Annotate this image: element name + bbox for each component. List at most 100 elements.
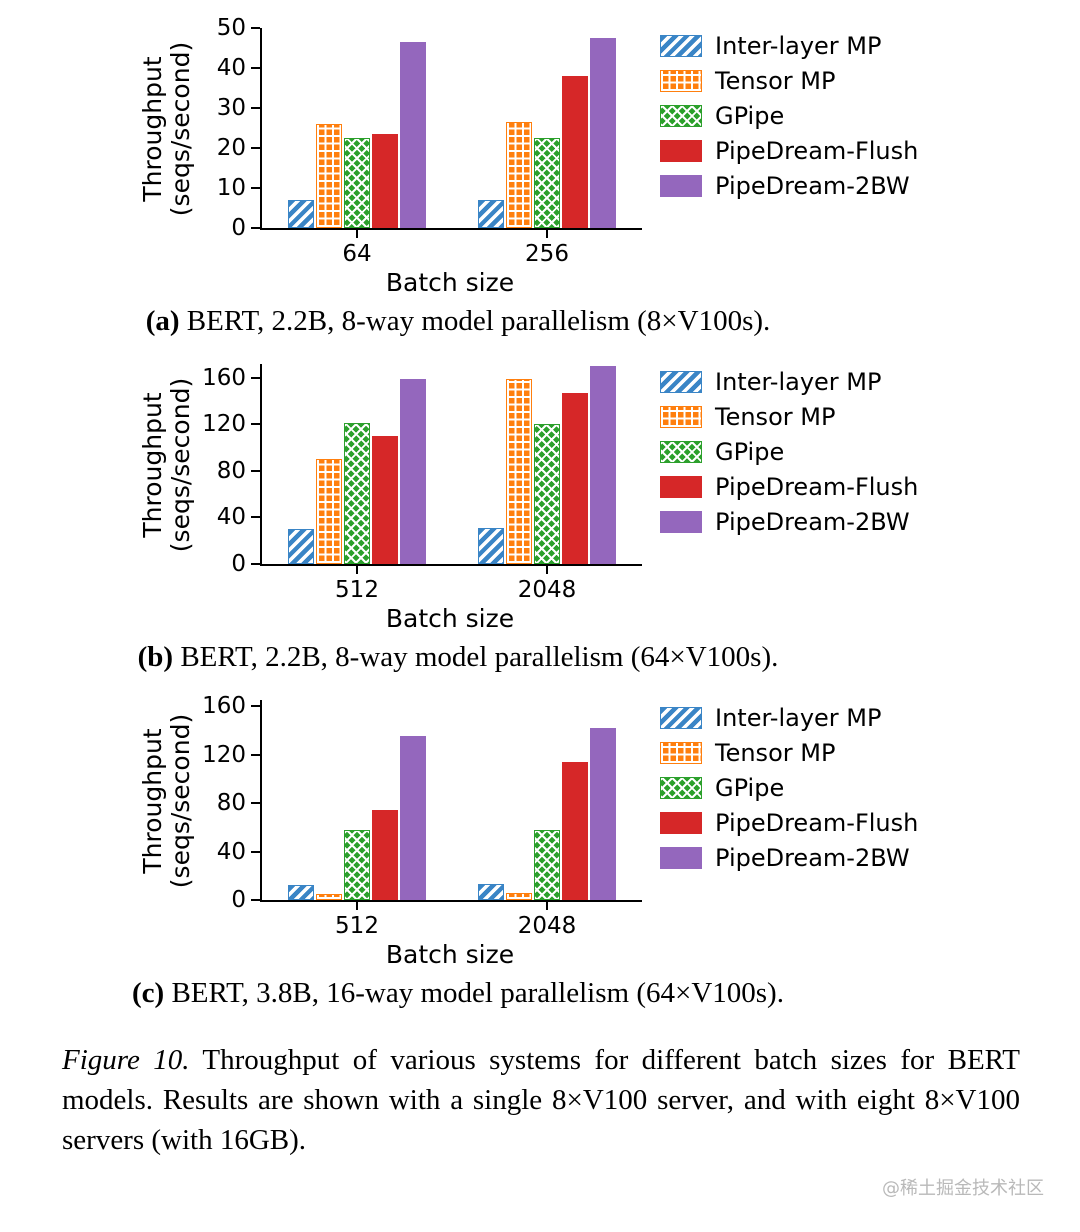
bar-pipedream-2bw <box>590 38 616 228</box>
chart-panel-b: Throughput (seqs/second) 0 40 80 120 160 512… <box>128 364 1080 674</box>
legend-item: PipeDream-Flush <box>660 137 919 165</box>
bar-pipedream-2bw <box>400 379 426 564</box>
legend-label: PipeDream-Flush <box>715 137 919 165</box>
y-axis-label-text: Throughput (seqs/second) <box>138 41 195 217</box>
legend-label: PipeDream-2BW <box>715 172 910 200</box>
bar-group <box>452 366 642 564</box>
bar-pipedream-flush <box>562 761 588 900</box>
legend-swatch <box>660 511 702 533</box>
legend-label: Tensor MP <box>715 739 836 767</box>
legend-swatch <box>660 406 702 428</box>
y-tick-label: 120 <box>202 411 246 438</box>
legend-swatch <box>660 847 702 869</box>
legend-item: Tensor MP <box>660 403 918 431</box>
watermark: @稀土掘金技术社区 <box>882 1178 1044 1199</box>
legend: Inter-layer MP Tensor MP GPipe PipeDream-Fl… <box>660 700 918 902</box>
legend-item: PipeDream-2BW <box>660 844 918 872</box>
legend-item: PipeDream-2BW <box>660 508 918 536</box>
chart-subtitle-index: (c) <box>132 977 165 1009</box>
chart-subtitle-b: (b) BERT, 2.2B, 8-way model parallelism … <box>128 641 788 674</box>
legend-label: PipeDream-Flush <box>715 809 919 837</box>
y-tick-label: 160 <box>202 693 246 720</box>
y-tick-label: 0 <box>231 215 246 241</box>
legend-swatch <box>660 707 702 729</box>
chart-subtitle-text: BERT, 2.2B, 8-way model parallelism (64×… <box>173 641 779 673</box>
legend-label: PipeDream-Flush <box>715 473 919 501</box>
x-axis-label: Batch size <box>385 604 515 633</box>
chart-subtitle-text: BERT, 2.2B, 8-way model parallelism (8×V… <box>179 305 771 337</box>
bar-inter-layer-mp <box>478 884 504 900</box>
y-axis-label: Throughput (seqs/second) <box>128 28 206 230</box>
bar-pipedream-flush <box>562 76 588 228</box>
y-tick-mark <box>251 469 260 472</box>
bar-group <box>262 42 452 228</box>
y-tick-mark <box>251 107 260 109</box>
y-tick-mark <box>251 227 260 229</box>
legend-label: GPipe <box>715 102 785 130</box>
chart-subtitle-c: (c) BERT, 3.8B, 16-way model parallelism… <box>128 977 788 1010</box>
bar-tensor-mp <box>506 379 532 564</box>
bar-inter-layer-mp <box>288 200 314 228</box>
legend-swatch <box>660 70 702 92</box>
legend-label: Inter-layer MP <box>715 704 882 732</box>
legend-label: GPipe <box>715 774 785 802</box>
y-tick-label: 0 <box>231 887 246 913</box>
bar-tensor-mp <box>316 124 342 228</box>
chart-panel-c: Throughput (seqs/second) 0 40 80 120 160 512… <box>128 693 1080 1010</box>
y-tick-mark <box>251 187 260 189</box>
x-tick-mark <box>546 230 548 238</box>
bar-pipedream-flush <box>372 436 398 564</box>
legend-item: Inter-layer MP <box>660 368 918 396</box>
legend: Inter-layer MP Tensor MP GPipe PipeDream-Fl… <box>660 364 918 566</box>
chart-row: Throughput (seqs/second) 0 10 20 30 40 50 64 2… <box>128 15 1080 267</box>
bar-group <box>452 38 642 228</box>
bar-pipedream-2bw <box>400 736 426 900</box>
bar-group <box>452 727 642 900</box>
y-tick-mark <box>251 753 260 756</box>
x-tick-label: 2048 <box>517 577 577 603</box>
y-tick-mark <box>251 423 260 426</box>
y-axis-label-line2: (seqs/second) <box>166 377 195 553</box>
chart-subtitle-text: BERT, 3.8B, 16-way model parallelism (64… <box>164 977 784 1009</box>
y-tick-mark <box>251 27 260 29</box>
x-axis-label: Batch size <box>385 940 515 969</box>
y-axis-label-line1: Throughput <box>138 392 167 538</box>
y-tick-mark <box>251 705 260 708</box>
y-axis-label-line2: (seqs/second) <box>166 713 195 889</box>
y-tick-label: 80 <box>216 457 246 484</box>
y-tick-label: 0 <box>231 551 246 577</box>
bar-inter-layer-mp <box>288 885 314 900</box>
legend-item: Tensor MP <box>660 67 918 95</box>
y-ticks: 0 40 80 120 160 <box>202 693 260 913</box>
x-axis-label: Batch size <box>385 268 515 297</box>
bar-pipedream-flush <box>372 810 398 900</box>
bar-gpipe <box>534 424 560 564</box>
y-tick-label: 50 <box>216 15 246 41</box>
y-axis-label-line2: (seqs/second) <box>166 41 195 217</box>
y-tick-label: 40 <box>216 838 246 865</box>
bar-inter-layer-mp <box>288 529 314 564</box>
bar-gpipe <box>534 138 560 228</box>
legend-item: GPipe <box>660 774 918 802</box>
chart-row: Throughput (seqs/second) 0 40 80 120 160 512… <box>128 364 1080 603</box>
y-tick-mark <box>251 147 260 149</box>
bar-pipedream-flush <box>562 393 588 564</box>
y-tick-label: 40 <box>216 504 246 531</box>
bar-pipedream-2bw <box>400 42 426 228</box>
bar-gpipe <box>534 829 560 900</box>
legend-item: GPipe <box>660 438 918 466</box>
figure-caption-text: Throughput of various systems for differ… <box>62 1044 1020 1157</box>
bar-tensor-mp <box>506 892 532 900</box>
x-tick-mark <box>546 566 548 574</box>
plot-area: 512 2048 <box>260 700 642 939</box>
legend-swatch <box>660 742 702 764</box>
legend-label: Tensor MP <box>715 403 836 431</box>
x-tick-mark <box>546 902 548 910</box>
y-tick-label: 10 <box>216 175 246 201</box>
y-tick-mark <box>251 67 260 69</box>
legend-item: Inter-layer MP <box>660 704 918 732</box>
figure-caption-label: Figure 10. <box>62 1044 190 1076</box>
y-axis-label-line1: Throughput <box>138 56 167 202</box>
legend-label: PipeDream-2BW <box>715 508 910 536</box>
legend-item: PipeDream-Flush <box>660 473 919 501</box>
